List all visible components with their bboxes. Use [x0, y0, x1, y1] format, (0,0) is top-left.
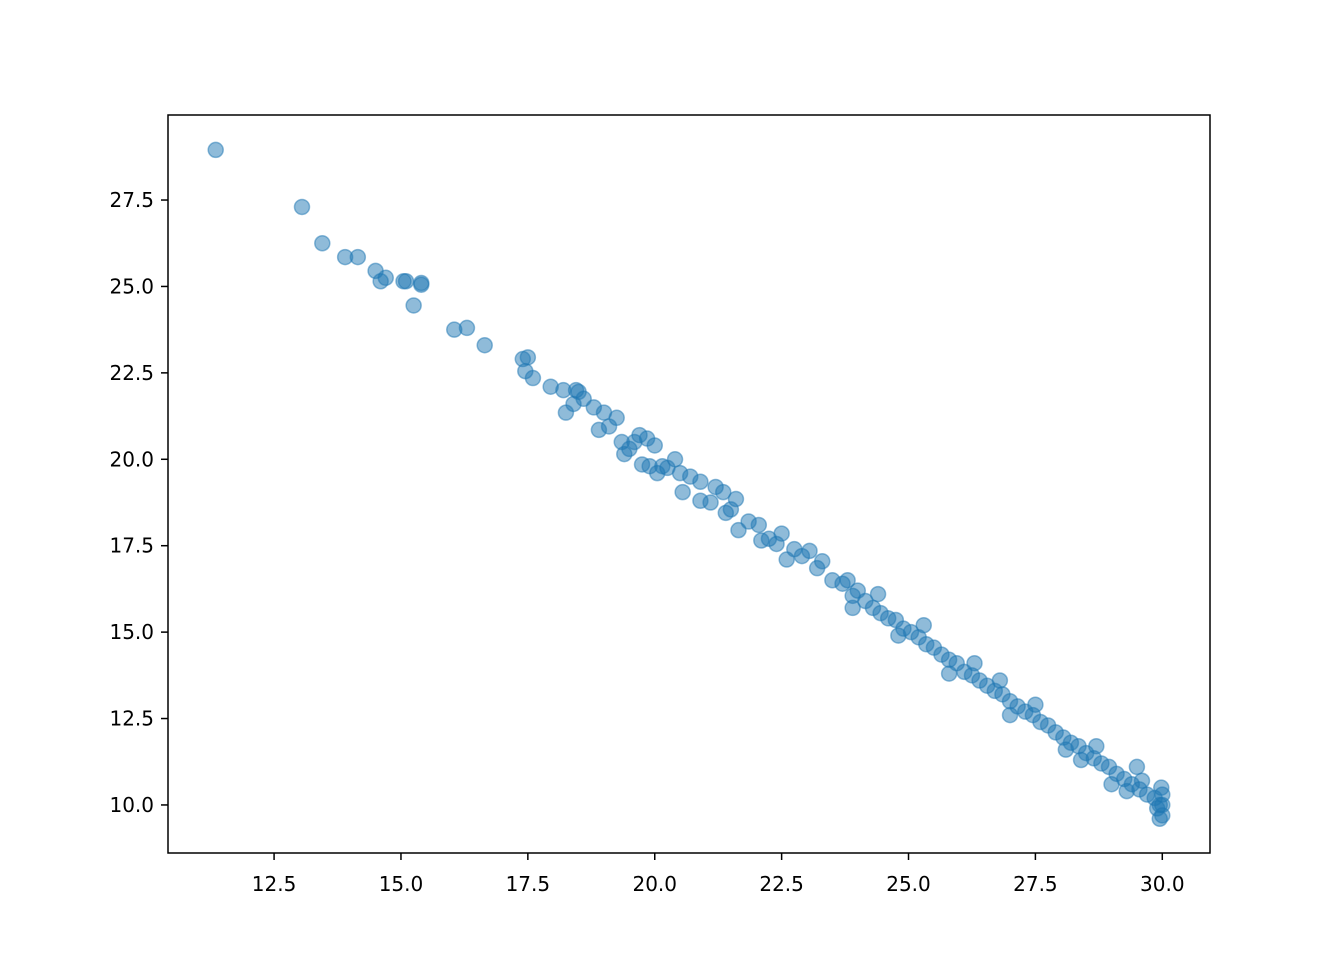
- y-tick-label: 20.0: [109, 447, 154, 471]
- point: [1001, 706, 1019, 724]
- point: [715, 483, 732, 501]
- x-tick-label: 12.5: [252, 872, 297, 896]
- point: [524, 369, 542, 387]
- y-tick-label: 17.5: [109, 534, 154, 558]
- point: [1153, 779, 1170, 796]
- y-tick-label: 27.5: [109, 188, 154, 212]
- point: [413, 274, 430, 292]
- y-tick-label: 12.5: [109, 707, 154, 731]
- point: [1072, 751, 1090, 769]
- point: [813, 553, 831, 570]
- x-tick-label: 27.5: [1013, 872, 1058, 896]
- point: [207, 141, 224, 159]
- point: [991, 672, 1009, 689]
- point: [844, 599, 861, 617]
- point: [1088, 737, 1105, 755]
- point: [750, 516, 768, 534]
- point: [646, 437, 663, 454]
- point: [1154, 796, 1171, 814]
- point: [293, 198, 311, 216]
- point: [377, 269, 394, 287]
- point: [1027, 696, 1044, 713]
- point: [314, 234, 331, 252]
- point: [1103, 775, 1120, 793]
- point: [966, 654, 983, 672]
- point: [397, 273, 415, 290]
- x-tick-label: 15.0: [379, 872, 424, 896]
- point: [869, 585, 887, 603]
- point: [915, 616, 932, 634]
- x-tick-label: 20.0: [632, 872, 677, 896]
- x-tick-label: 17.5: [506, 872, 551, 896]
- point: [773, 525, 790, 542]
- point: [692, 473, 709, 491]
- point: [476, 336, 493, 354]
- y-tick-label: 15.0: [109, 620, 154, 644]
- y-tick-label: 25.0: [109, 274, 154, 298]
- point: [1118, 782, 1136, 800]
- point: [1128, 758, 1146, 776]
- point: [727, 490, 745, 508]
- point: [890, 627, 907, 644]
- point: [801, 542, 818, 560]
- point: [1151, 810, 1169, 828]
- point: [666, 451, 684, 468]
- point: [1133, 772, 1151, 790]
- y-tick-label: 22.5: [109, 361, 154, 385]
- point: [608, 409, 625, 427]
- x-tick-label: 25.0: [886, 872, 931, 896]
- y-tick-label: 10.0: [109, 793, 154, 817]
- x-tick-label: 22.5: [759, 872, 804, 896]
- point: [405, 297, 422, 314]
- point: [1057, 741, 1075, 758]
- point: [458, 319, 476, 337]
- point: [839, 572, 856, 589]
- point: [674, 483, 691, 501]
- point: [702, 494, 719, 511]
- point: [519, 349, 537, 366]
- point: [349, 248, 367, 266]
- point: [940, 665, 958, 682]
- plot-frame: [167, 114, 1211, 854]
- x-tick-label: 30.0: [1140, 872, 1185, 896]
